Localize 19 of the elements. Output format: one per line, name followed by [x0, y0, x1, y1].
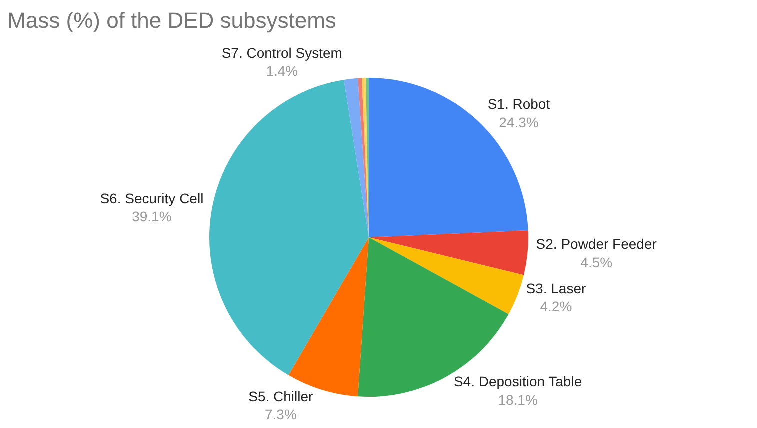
slice-label: S4. Deposition Table — [454, 374, 582, 390]
chart-title: Mass (%) of the DED subsystems — [8, 8, 336, 34]
data-label: 1.4% — [266, 63, 298, 80]
pie-slice — [344, 78, 369, 238]
data-label: 39.1% — [132, 208, 172, 225]
slice-label: S6. Security Cell — [100, 190, 204, 206]
data-label: 18.1% — [498, 392, 538, 408]
pie-slice — [210, 80, 369, 376]
data-label: 7.3% — [264, 406, 297, 423]
slice-label: S5. Chiller — [248, 388, 314, 404]
slice-label: S1. Robot — [488, 96, 550, 112]
data-label: 24.3% — [499, 114, 539, 130]
slice-label: S3. Laser — [526, 280, 586, 296]
pie-slice — [369, 238, 524, 314]
pie-slice — [369, 230, 528, 276]
slice-label: S7. Control System — [222, 45, 342, 62]
data-label: 4.5% — [580, 254, 613, 270]
data-label: 4.2% — [540, 298, 572, 315]
slice-label: S2. Powder Feeder — [536, 236, 658, 252]
